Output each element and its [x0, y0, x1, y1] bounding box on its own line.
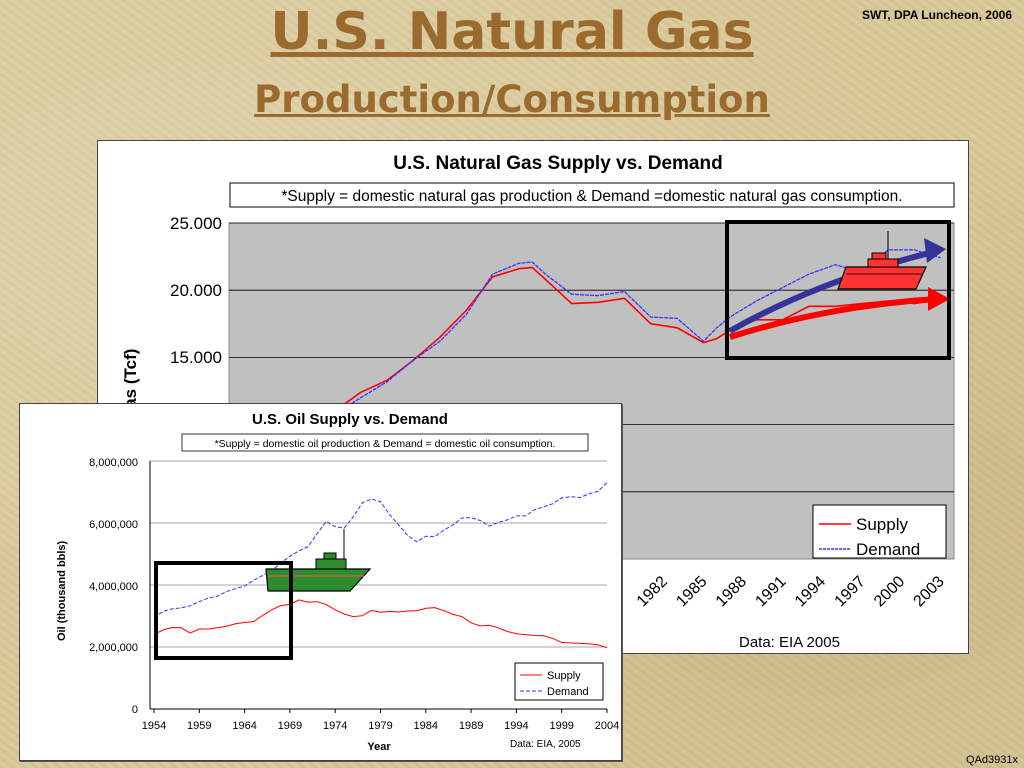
gas-supply-line: [281, 266, 941, 434]
gas-chart: U.S. Natural Gas Supply vs. Demand *Supp…: [97, 140, 969, 654]
oil-chart: U.S. Oil Supply vs. Demand *Supply = dom…: [19, 403, 622, 761]
gas-x-ticks: 1982 1985 1988 1991 1994 1997 2000 2003: [634, 573, 948, 610]
oil-y-tick: 8,000,000: [89, 457, 138, 469]
oil-x-tick: 1989: [459, 720, 483, 732]
oil-legend-box: [514, 662, 604, 701]
oil-y-axis-label: Oil (thousand bbls): [56, 540, 68, 641]
gas-y-tick: 15.000: [170, 348, 222, 367]
oil-x-tick: 1974: [323, 720, 347, 732]
oil-x-tick: 1954: [142, 720, 166, 732]
gas-x-tick: 1997: [831, 573, 868, 610]
oil-subtitle-box: [181, 433, 589, 452]
oil-x-tick: 1959: [187, 720, 211, 732]
oil-highlight-box: [154, 561, 293, 660]
oil-chart-subtitle: *Supply = domestic oil production & Dema…: [215, 438, 556, 450]
gas-legend: Supply Demand: [812, 504, 947, 559]
gas-y-tick: 20.000: [170, 281, 222, 300]
gas-projection-arrows: [728, 238, 950, 340]
gas-legend-demand-label: Demand: [856, 540, 920, 559]
gas-chart-title: U.S. Natural Gas Supply vs. Demand: [393, 153, 722, 174]
gas-demand-trend-arrow: [728, 249, 934, 334]
gas-x-tick: 2003: [911, 573, 948, 610]
gas-y-axis-label: Gas (Tcf): [121, 349, 140, 421]
oil-legend: Supply Demand: [514, 662, 604, 701]
oil-chart-svg: U.S. Oil Supply vs. Demand *Supply = dom…: [56, 411, 619, 753]
oil-x-axis-label: Year: [367, 741, 391, 753]
oil-x-ticks: 1954 1959 1964 1969 1974 1979 1984 1989 1994 1999…: [142, 709, 619, 732]
gas-x-tick: 1985: [673, 573, 710, 610]
slide-subtitle: Production/Consumption: [254, 78, 770, 121]
oil-demand-line: [153, 482, 608, 619]
oil-legend-supply-label: Supply: [547, 670, 581, 682]
gas-x-tick: 1994: [792, 573, 829, 610]
gas-demand-line: [281, 249, 941, 443]
oil-legend-demand-label: Demand: [547, 686, 589, 698]
gas-y-ticks: 25.000 20.000 15.000: [170, 214, 222, 367]
gas-x-tick: 2000: [871, 573, 908, 610]
gas-legend-supply-label: Supply: [856, 515, 908, 534]
oil-supply-line: [153, 599, 608, 649]
oil-y-tick: 2,000,000: [89, 642, 138, 654]
gas-supply-arrowhead: [928, 287, 950, 311]
oil-source-note: Data: EIA, 2005: [510, 739, 581, 750]
gas-supply-trend-arrow: [729, 296, 937, 340]
green-tanker-ship-icon: [265, 529, 372, 592]
gas-chart-subtitle: *Supply = domestic natural gas productio…: [281, 188, 902, 205]
gas-source-note: Data: EIA 2005: [739, 634, 840, 651]
oil-x-tick: 1979: [368, 720, 392, 732]
footer-code: QAd3931x: [966, 754, 1018, 766]
oil-y-tick: 0: [132, 704, 138, 716]
oil-y-tick: 6,000,000: [89, 519, 138, 531]
oil-x-tick: 1999: [549, 720, 573, 732]
red-tanker-ship-icon: [837, 231, 927, 290]
oil-y-tick: 4,000,000: [89, 581, 138, 593]
gas-x-tick: 1982: [634, 573, 671, 610]
oil-x-tick: 2004: [595, 720, 619, 732]
gas-subtitle-box: [229, 182, 955, 208]
gas-highlight-box: [725, 220, 951, 360]
gas-demand-arrowhead: [924, 238, 946, 263]
oil-x-tick: 1994: [504, 720, 528, 732]
header-note: SWT, DPA Luncheon, 2006: [861, 8, 1012, 22]
oil-chart-title: U.S. Oil Supply vs. Demand: [252, 411, 448, 428]
oil-x-tick: 1964: [232, 720, 256, 732]
gas-y-tick: 25.000: [170, 214, 222, 233]
oil-x-tick: 1984: [414, 720, 438, 732]
oil-x-tick: 1969: [278, 720, 302, 732]
slide-title: U.S. Natural Gas: [270, 2, 754, 62]
gas-x-tick: 1991: [752, 573, 789, 610]
oil-gridlines: [150, 460, 607, 648]
gas-chart-svg: U.S. Natural Gas Supply vs. Demand *Supp…: [121, 153, 955, 651]
oil-y-ticks: 8,000,000 6,000,000 4,000,000 2,000,000 …: [89, 457, 138, 716]
gas-x-tick: 1988: [713, 573, 750, 610]
